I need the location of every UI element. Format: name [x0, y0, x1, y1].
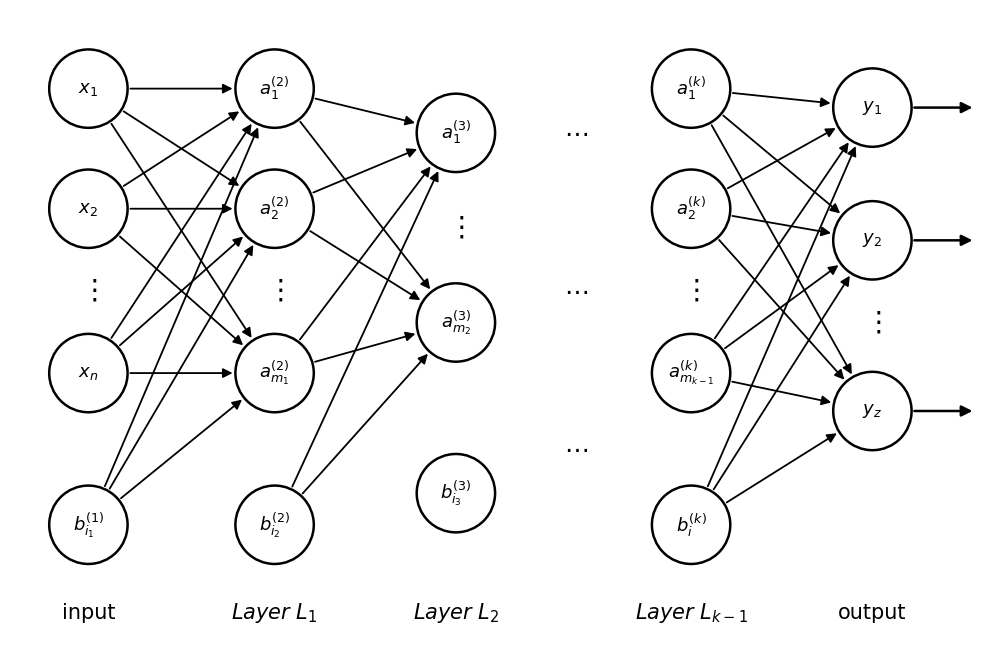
Text: $\vdots$: $\vdots$ — [266, 277, 283, 305]
Ellipse shape — [235, 50, 314, 128]
Text: $a_{m_1}^{(2)}$: $a_{m_1}^{(2)}$ — [259, 359, 290, 387]
Ellipse shape — [235, 334, 314, 412]
Ellipse shape — [49, 50, 128, 128]
Text: $\cdots$: $\cdots$ — [564, 121, 588, 145]
Text: $\cdots$: $\cdots$ — [564, 279, 588, 303]
Text: $x_1$: $x_1$ — [78, 79, 98, 97]
Text: $b_{i_3}^{(3)}$: $b_{i_3}^{(3)}$ — [440, 479, 472, 508]
Text: $x_n$: $x_n$ — [78, 364, 99, 382]
Ellipse shape — [652, 486, 730, 564]
Text: $\vdots$: $\vdots$ — [80, 277, 97, 305]
Ellipse shape — [417, 283, 495, 362]
Ellipse shape — [833, 201, 912, 279]
Ellipse shape — [833, 372, 912, 450]
Text: output: output — [838, 603, 907, 623]
Text: $\vdots$: $\vdots$ — [447, 213, 465, 242]
Ellipse shape — [652, 50, 730, 128]
Ellipse shape — [235, 170, 314, 248]
Text: $a_1^{(2)}$: $a_1^{(2)}$ — [259, 75, 290, 102]
Ellipse shape — [49, 334, 128, 412]
Text: $y_z$: $y_z$ — [862, 402, 882, 420]
Text: $b_i^{(k)}$: $b_i^{(k)}$ — [676, 511, 707, 539]
Text: $x_2$: $x_2$ — [78, 200, 98, 218]
Ellipse shape — [652, 334, 730, 412]
Text: $a_1^{(k)}$: $a_1^{(k)}$ — [676, 75, 706, 102]
Text: $\vdots$: $\vdots$ — [864, 308, 881, 337]
Text: $\cdots$: $\cdots$ — [564, 437, 588, 461]
Ellipse shape — [235, 486, 314, 564]
Text: $y_2$: $y_2$ — [862, 232, 882, 250]
Ellipse shape — [417, 94, 495, 172]
Ellipse shape — [417, 454, 495, 532]
Text: $b_{i_1}^{(1)}$: $b_{i_1}^{(1)}$ — [73, 510, 104, 540]
Text: $\vdots$: $\vdots$ — [682, 277, 700, 305]
Ellipse shape — [49, 486, 128, 564]
Text: $a_{m_{k-1}}^{(k)}$: $a_{m_{k-1}}^{(k)}$ — [668, 359, 714, 387]
Text: $a_2^{(2)}$: $a_2^{(2)}$ — [259, 195, 290, 222]
Text: $\mathit{Layer}\ L_1$: $\mathit{Layer}\ L_1$ — [231, 601, 318, 625]
Text: $\mathit{Layer}\ L_2$: $\mathit{Layer}\ L_2$ — [413, 601, 499, 625]
Text: $a_2^{(k)}$: $a_2^{(k)}$ — [676, 195, 706, 222]
Text: $a_{m_2}^{(3)}$: $a_{m_2}^{(3)}$ — [441, 308, 471, 337]
Text: $\mathit{Layer}\ L_{k-1}$: $\mathit{Layer}\ L_{k-1}$ — [635, 601, 748, 625]
Text: $a_1^{(3)}$: $a_1^{(3)}$ — [441, 119, 471, 146]
Text: $b_{i_2}^{(2)}$: $b_{i_2}^{(2)}$ — [259, 510, 290, 540]
Text: input: input — [62, 603, 115, 623]
Ellipse shape — [652, 170, 730, 248]
Ellipse shape — [833, 68, 912, 147]
Text: $y_1$: $y_1$ — [862, 99, 882, 117]
Ellipse shape — [49, 170, 128, 248]
